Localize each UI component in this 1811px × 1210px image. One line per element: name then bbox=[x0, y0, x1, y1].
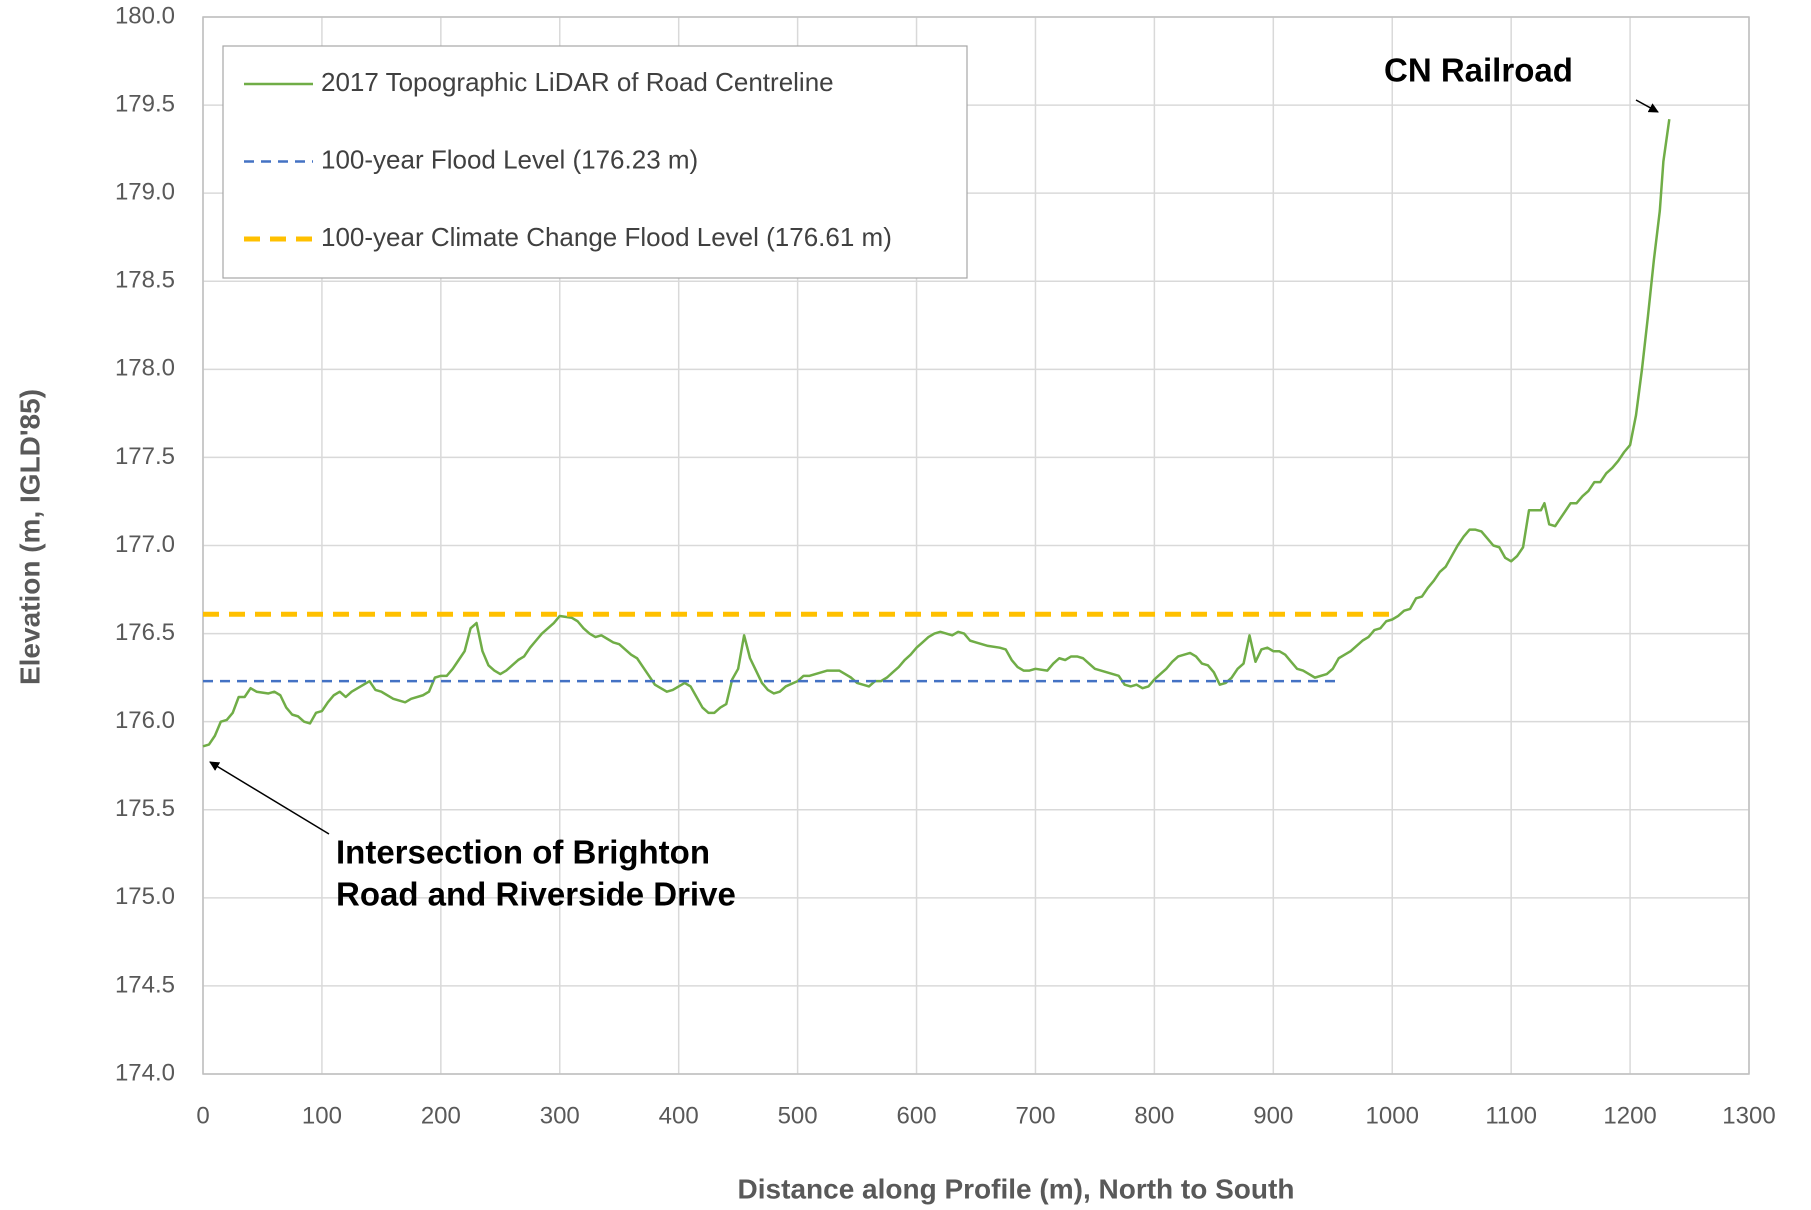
x-tick-label: 400 bbox=[659, 1102, 699, 1129]
legend: 2017 Topographic LiDAR of Road Centrelin… bbox=[244, 67, 892, 252]
x-tick-label: 0 bbox=[196, 1102, 209, 1129]
x-tick-label: 100 bbox=[302, 1102, 342, 1129]
y-tick-label: 174.5 bbox=[115, 971, 175, 998]
annotation-arrow bbox=[1635, 99, 1659, 113]
y-tick-label: 176.5 bbox=[115, 619, 175, 646]
y-tick-label: 178.0 bbox=[115, 355, 175, 382]
x-tick-label: 200 bbox=[421, 1102, 461, 1129]
x-tick-label: 900 bbox=[1253, 1102, 1293, 1129]
y-tick-label: 175.0 bbox=[115, 883, 175, 910]
x-tick-label: 500 bbox=[778, 1102, 818, 1129]
annotation: Intersection of Brighton bbox=[336, 834, 710, 871]
y-tick-label: 177.0 bbox=[115, 531, 175, 558]
x-tick-label: 800 bbox=[1134, 1102, 1174, 1129]
x-tick-label: 600 bbox=[897, 1102, 937, 1129]
legend-box bbox=[222, 45, 968, 279]
annotation: CN Railroad bbox=[1384, 52, 1573, 89]
y-tick-label: 179.0 bbox=[115, 179, 175, 206]
series-line bbox=[202, 119, 1671, 748]
annotation: Road and Riverside Drive bbox=[336, 876, 736, 913]
x-tick-label: 1300 bbox=[1722, 1102, 1775, 1129]
y-tick-label: 180.0 bbox=[115, 2, 175, 29]
annotation-arrow bbox=[209, 761, 330, 835]
plot-frame bbox=[202, 16, 1750, 1075]
y-tick-label: 175.5 bbox=[115, 795, 175, 822]
x-axis-title: Distance along Profile (m), North to Sou… bbox=[738, 1173, 1295, 1204]
y-tick-label: 174.0 bbox=[115, 1059, 175, 1086]
x-tick-label: 1000 bbox=[1366, 1102, 1419, 1129]
x-tick-label: 1100 bbox=[1485, 1102, 1537, 1129]
y-tick-label: 178.5 bbox=[115, 267, 175, 294]
y-tick-label: 179.5 bbox=[115, 90, 175, 117]
x-tick-label: 1200 bbox=[1603, 1102, 1656, 1129]
y-tick-label: 176.0 bbox=[115, 707, 175, 734]
lines bbox=[202, 119, 1671, 748]
x-tick-label: 300 bbox=[540, 1102, 580, 1129]
legend-label: 100-year Climate Change Flood Level (176… bbox=[321, 222, 892, 252]
y-tick-label: 177.5 bbox=[115, 443, 175, 470]
y-axis-title: Elevation (m, IGLD'85) bbox=[14, 389, 45, 685]
legend-label: 100-year Flood Level (176.23 m) bbox=[321, 144, 698, 174]
x-tick-label: 700 bbox=[1015, 1102, 1055, 1129]
legend-label: 2017 Topographic LiDAR of Road Centrelin… bbox=[321, 67, 834, 97]
ticks: 174.0 174.5 175.0 175.5 176.0 176.5 177.0 177.5… bbox=[115, 2, 1776, 1129]
